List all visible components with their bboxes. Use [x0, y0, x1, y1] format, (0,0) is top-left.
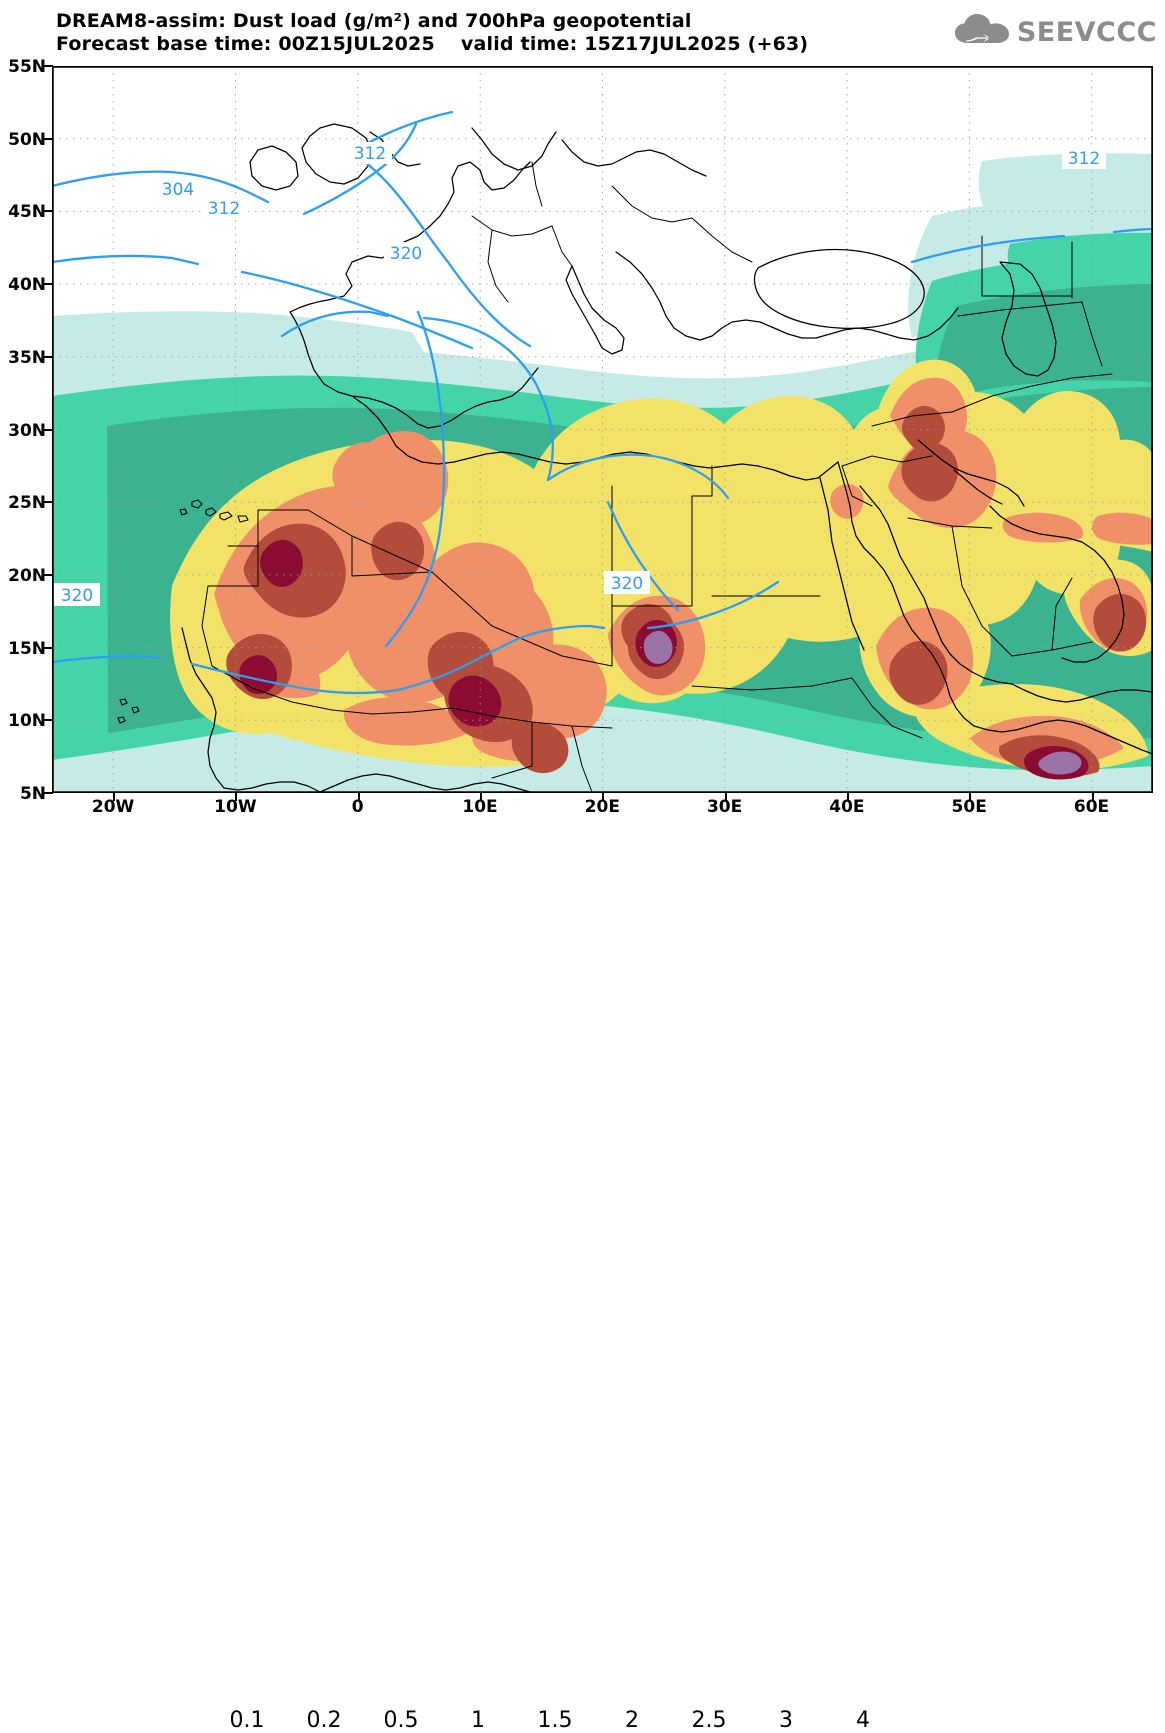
dust-load-map[interactable]: 304 312 312 320: [52, 66, 1153, 793]
svg-text:320: 320: [61, 586, 93, 606]
contour-label-312-east: 312: [1062, 147, 1106, 169]
logo-text: SEEVCCC: [1016, 16, 1157, 48]
forecast-valid-time: valid time: 15Z17JUL2025 (+63): [460, 33, 809, 55]
geopotential-contour-labels: 304 312 312 320: [54, 142, 1106, 606]
y-axis-label: 20N: [8, 565, 46, 586]
map-gridlines: [52, 66, 1153, 793]
forecast-time-line: Forecast base time: 00Z15JUL2025 valid ti…: [56, 33, 808, 55]
x-axis-label: 0: [351, 797, 364, 817]
y-axis-label: 55N: [8, 57, 46, 77]
svg-text:320: 320: [390, 244, 422, 264]
y-axis-label: 30N: [8, 420, 46, 441]
y-axis-label: 50N: [8, 129, 46, 150]
seevccc-logo: SEEVCCC: [954, 12, 1157, 52]
y-axis-label: 35N: [8, 347, 46, 368]
svg-text:312: 312: [1068, 149, 1100, 169]
header: DREAM8-assim: Dust load (g/m²) and 700hP…: [0, 0, 1165, 62]
forecast-base-time: Forecast base time: 00Z15JUL2025: [56, 33, 435, 55]
x-axis-label: 10E: [462, 797, 498, 817]
page-title: DREAM8-assim: Dust load (g/m²) and 700hP…: [56, 10, 692, 32]
contour-label-320-iberia: 320: [384, 242, 428, 264]
contour-label-312-west: 312: [202, 197, 246, 219]
svg-text:312: 312: [354, 144, 386, 164]
contour-label-304: 304: [156, 178, 200, 200]
x-axis-label: 30E: [706, 797, 743, 817]
x-axis-label: 40E: [829, 797, 865, 817]
cloud-icon: [954, 13, 1010, 51]
dust-load-contour-fill: [52, 153, 1153, 793]
contour-label-320-sahel-east: 320: [604, 571, 650, 594]
svg-text:320: 320: [611, 574, 643, 594]
y-axis-label: 15N: [8, 638, 46, 659]
y-axis-label: 45N: [8, 202, 46, 223]
contour-label-320-sahel-west: 320: [54, 583, 100, 606]
svg-text:312: 312: [208, 199, 240, 219]
y-axis-label: 10N: [8, 711, 46, 732]
x-axis-label: 10W: [214, 797, 257, 817]
colorbar-tick: 4: [856, 1708, 870, 1733]
colorbar[interactable]: 0.1 0.2 0.5 1 1.5 2 2.5 3 4: [0, 840, 1165, 1733]
x-axis-label: 20W: [91, 797, 135, 817]
y-axis-label: 25N: [8, 493, 46, 514]
x-axis-label: 50E: [951, 797, 987, 817]
x-axis-label: 60E: [1073, 797, 1110, 817]
y-axis-label: 40N: [8, 275, 46, 296]
geopotential-contours: [52, 110, 1153, 695]
y-axis-label: 5N: [19, 784, 46, 804]
svg-text:304: 304: [162, 180, 194, 200]
contour-label-312-north: 312: [348, 142, 392, 164]
x-axis-label: 20E: [584, 797, 620, 817]
